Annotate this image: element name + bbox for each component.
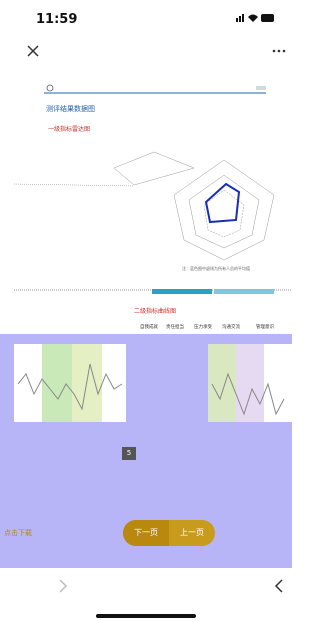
doc-header-bar xyxy=(44,84,269,94)
status-icons xyxy=(236,12,276,24)
back-button[interactable] xyxy=(276,580,282,592)
scale-bar xyxy=(14,284,292,300)
next-button[interactable]: 下一页 xyxy=(123,520,169,546)
curve-charts xyxy=(14,344,292,424)
close-button[interactable] xyxy=(26,44,40,58)
radar-note: 注：蓝色图中虚线为所有人员的平均值 xyxy=(182,266,250,272)
status-time: 11:59 xyxy=(36,12,77,27)
section-title: 二级指标曲线图 xyxy=(134,306,176,315)
screen: {"status_bar": {"time": "11:59"}, "docum… xyxy=(0,0,292,621)
bottom-nav xyxy=(0,576,292,621)
column-header: 责任担当 xyxy=(166,324,184,330)
column-header: 压力承受 xyxy=(194,324,212,330)
section-title: 一级指标雷达图 xyxy=(48,124,90,133)
column-header: 管理意识 xyxy=(256,324,274,330)
radar-chart xyxy=(14,140,292,270)
page-number: 5 xyxy=(122,447,136,460)
more-button[interactable] xyxy=(272,48,288,54)
pager-buttons: 下一页 上一页 xyxy=(123,520,215,546)
forward-button[interactable] xyxy=(60,580,66,592)
column-header: 自我成就 xyxy=(140,324,158,330)
download-link[interactable]: 点击下载 xyxy=(4,528,32,538)
column-header: 沟通交流 xyxy=(222,324,240,330)
prev-button[interactable]: 上一页 xyxy=(169,520,215,546)
doc-title: 测评结果数据图 xyxy=(46,104,95,114)
